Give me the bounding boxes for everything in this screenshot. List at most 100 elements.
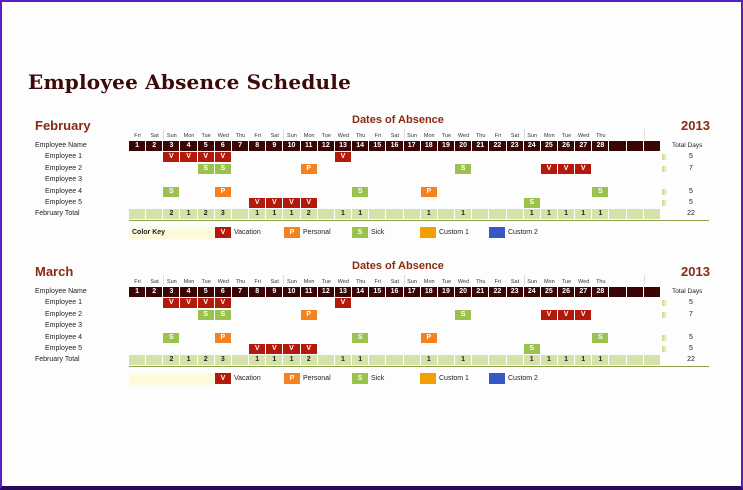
year-heading: 2013: [681, 264, 710, 279]
day-header-cell: 13: [334, 287, 353, 297]
absence-cell[interactable]: V: [540, 309, 557, 320]
week-separator: [283, 129, 285, 139]
absence-cell[interactable]: S: [163, 186, 180, 197]
absence-cell[interactable]: V: [334, 152, 352, 163]
absence-cell[interactable]: S: [352, 186, 369, 197]
absence-cell[interactable]: S: [197, 163, 214, 174]
daily-total-cell: 1: [352, 355, 370, 366]
weekday-label: Fri: [494, 133, 502, 139]
weekday-label: Tue: [441, 279, 452, 285]
day-header-cell: 9: [266, 287, 284, 297]
employee-name[interactable]: Employee 5: [45, 199, 82, 206]
absence-cell[interactable]: V: [300, 344, 317, 354]
daily-total-cell: [369, 355, 387, 366]
employee-name[interactable]: Employee 5: [45, 345, 82, 352]
employee-name[interactable]: Employee 3: [45, 322, 82, 330]
absence-cell[interactable]: V: [163, 152, 180, 163]
absence-cell[interactable]: V: [249, 198, 266, 208]
grand-total: 22: [687, 356, 695, 364]
day-header-cell: 14: [352, 141, 370, 151]
absence-cell[interactable]: S: [592, 186, 609, 197]
day-header-cell: 5: [197, 141, 215, 151]
daily-total-cell: [386, 355, 404, 366]
absence-cell[interactable]: V: [300, 198, 317, 208]
absence-cell[interactable]: P: [420, 186, 437, 197]
week-separator: [523, 129, 525, 139]
day-header-cell: [643, 287, 661, 297]
day-header-cell: 8: [249, 287, 267, 297]
daily-total-cell: [472, 355, 490, 366]
absence-cell[interactable]: V: [334, 298, 352, 309]
employee-total-days: 5: [689, 153, 693, 161]
absence-cell[interactable]: S: [214, 309, 231, 320]
absence-cell[interactable]: S: [455, 163, 472, 174]
total-days-header: Total Days: [672, 142, 703, 149]
employee-name[interactable]: Employee 3: [45, 176, 82, 184]
absence-cell[interactable]: S: [352, 332, 369, 343]
absence-cell[interactable]: P: [214, 186, 231, 197]
day-header-cell: 17: [403, 141, 421, 151]
absence-cell[interactable]: S: [592, 332, 609, 343]
absence-cell[interactable]: S: [523, 344, 540, 354]
absence-cell[interactable]: V: [214, 298, 231, 309]
weekday-label: Wed: [217, 133, 229, 139]
absence-cell[interactable]: P: [420, 332, 437, 343]
absence-cell[interactable]: P: [214, 332, 231, 343]
absence-cell[interactable]: S: [163, 332, 180, 343]
absence-cell[interactable]: P: [300, 309, 317, 320]
day-header-cell: 20: [455, 141, 473, 151]
weekday-label: Wed: [578, 279, 590, 285]
absence-cell[interactable]: V: [558, 309, 575, 320]
absence-cell[interactable]: V: [558, 163, 575, 174]
employee-name[interactable]: Employee 1: [45, 299, 82, 307]
daily-total-cell: 1: [334, 355, 353, 366]
absence-cell[interactable]: P: [300, 163, 317, 174]
absence-cell[interactable]: V: [266, 198, 283, 208]
daily-total-cell: 1: [180, 355, 198, 366]
absence-cell[interactable]: V: [197, 298, 214, 309]
day-header-cell: 10: [283, 287, 301, 297]
daily-total-cell: [437, 209, 456, 220]
absence-cell[interactable]: V: [540, 163, 557, 174]
absence-cell[interactable]: V: [575, 163, 592, 174]
daily-total-cell: 1: [266, 209, 284, 220]
employee-name-header: Employee Name: [35, 142, 87, 149]
absence-cell[interactable]: S: [523, 198, 540, 208]
daily-total-cell: 1: [283, 355, 301, 366]
weekday-label: Sun: [287, 133, 297, 139]
employee-name[interactable]: Employee 2: [45, 164, 82, 172]
day-header-cell: 22: [489, 141, 507, 151]
daily-total-cell: [231, 355, 250, 366]
day-header-cell: 18: [420, 141, 438, 151]
daily-total-cell: 1: [352, 209, 370, 220]
employee-name[interactable]: Employee 4: [45, 187, 82, 195]
employee-name[interactable]: Employee 4: [45, 333, 82, 341]
absence-cell[interactable]: V: [180, 298, 197, 309]
daily-total-cell: [369, 209, 387, 220]
absence-cell[interactable]: V: [283, 344, 300, 354]
absence-cell[interactable]: S: [214, 163, 231, 174]
legend-swatch-personal: P: [284, 373, 300, 385]
absence-cell[interactable]: V: [283, 198, 300, 208]
total-row-label: February Total: [35, 356, 80, 364]
employee-name[interactable]: Employee 2: [45, 310, 82, 318]
page-title: Employee Absence Schedule: [28, 70, 351, 94]
day-header-cell: 8: [249, 141, 267, 151]
absence-cell[interactable]: V: [266, 344, 283, 354]
daily-total-cell: [626, 209, 644, 220]
day-header-cell: 20: [455, 287, 473, 297]
day-header-cell: 24: [523, 141, 541, 151]
employee-name[interactable]: Employee 1: [45, 153, 82, 161]
absence-cell[interactable]: V: [180, 152, 197, 163]
day-header-cell: 16: [386, 141, 404, 151]
daily-total-cell: [437, 355, 456, 366]
absence-cell[interactable]: V: [214, 152, 231, 163]
absence-cell[interactable]: S: [197, 309, 214, 320]
legend-label-custom-2: Custom 2: [508, 229, 538, 237]
absence-cell[interactable]: V: [249, 344, 266, 354]
daily-total-cell: [146, 209, 164, 220]
absence-cell[interactable]: V: [575, 309, 592, 320]
absence-cell[interactable]: S: [455, 309, 472, 320]
absence-cell[interactable]: V: [163, 298, 180, 309]
absence-cell[interactable]: V: [197, 152, 214, 163]
